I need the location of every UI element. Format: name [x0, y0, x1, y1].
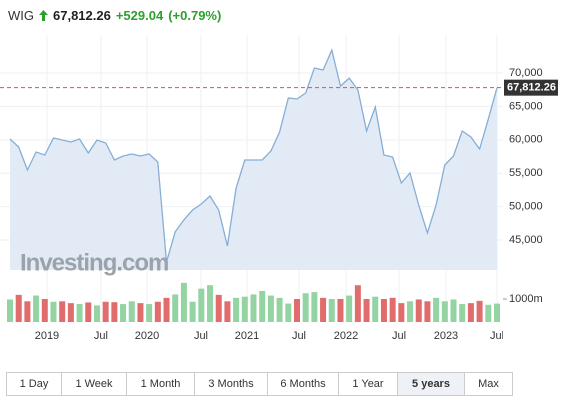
volume-bar — [120, 304, 127, 322]
x-tick-label: Jul — [194, 330, 208, 342]
y-tick-label: 70,000 — [509, 67, 543, 79]
last-price-label: 67,812.26 — [507, 82, 556, 94]
range-button[interactable]: 5 years — [397, 372, 465, 396]
volume-bar — [259, 290, 266, 322]
x-tick-label: 2019 — [35, 330, 59, 342]
volume-bar — [215, 294, 222, 322]
volume-bar — [459, 304, 466, 322]
volume-bar — [50, 301, 57, 322]
chart: 2019 Jul 2020 Jul 2021 Jul 2022 Jul 2023 Jul 45,00… — [0, 35, 558, 342]
price: 67,812.26 — [53, 8, 111, 23]
volume-bar — [311, 292, 318, 322]
volume-bar — [441, 301, 448, 322]
y-tick-label: 60,000 — [509, 134, 543, 146]
volume-bar — [102, 301, 109, 322]
volume-bar — [380, 299, 387, 322]
volume-bar — [433, 297, 440, 322]
volume-bar — [415, 299, 422, 322]
volume-bar — [328, 299, 335, 322]
x-tick-label: Jul — [292, 330, 306, 342]
y-tick-label: 45,000 — [509, 234, 543, 246]
x-tick-label: Jul — [490, 330, 504, 342]
volume-bar — [241, 296, 248, 322]
volume-bar — [154, 301, 161, 322]
volume-bar — [494, 303, 500, 322]
volume-bar — [224, 301, 231, 322]
up-arrow — [39, 10, 48, 21]
volume-bar — [85, 302, 92, 322]
y-tick-label: 50,000 — [509, 200, 543, 212]
x-tick-label: 2021 — [235, 330, 259, 342]
volume-bar — [76, 304, 83, 322]
volume-bar — [172, 294, 179, 322]
range-button[interactable]: 1 Year — [338, 372, 398, 396]
volume-bar — [337, 299, 344, 322]
range-button[interactable]: 3 Months — [194, 372, 268, 396]
range-selector: 1 Day 1 Week 1 Month 3 Months 6 Months 1 Year… — [6, 372, 513, 396]
range-button[interactable]: 1 Day — [6, 372, 62, 396]
volume-bar — [67, 303, 74, 322]
change-percent: (+0.79%) — [168, 8, 222, 23]
watermark: Investing.com — [20, 249, 168, 276]
x-tick-label: 2023 — [434, 330, 458, 342]
price-line — [9, 48, 498, 263]
volume-bar — [485, 304, 492, 322]
volume-bar — [398, 303, 405, 322]
x-tick-label: Jul — [392, 330, 406, 342]
volume-bar — [59, 301, 66, 322]
volume-bar — [111, 302, 118, 322]
header: WIG 67,812.26 +529.04 (+0.79%) — [8, 8, 221, 23]
volume-bar — [41, 299, 48, 322]
symbol: WIG — [8, 8, 34, 23]
volume-bar — [320, 297, 327, 322]
volume-bar — [7, 299, 13, 322]
volume-bar — [372, 296, 379, 322]
volume-bar — [389, 297, 396, 322]
volume-bar — [407, 301, 414, 322]
last-price-tag — [504, 79, 558, 96]
volume-bar — [207, 285, 214, 322]
volume-bar — [33, 295, 40, 322]
volume-bar — [302, 293, 309, 322]
volume-bar — [467, 303, 474, 322]
volume-bar — [180, 282, 187, 322]
volume-bar — [233, 297, 240, 322]
volume-bar — [285, 303, 292, 322]
volume-bar — [476, 300, 483, 322]
volume-bar — [15, 294, 22, 322]
y-tick-label: 65,000 — [509, 100, 543, 112]
y-tick-label: 55,000 — [509, 167, 543, 179]
plot: 2019 Jul 2020 Jul 2021 Jul 2022 Jul 2023 Jul — [0, 35, 504, 342]
volume-bar — [198, 288, 205, 322]
range-button[interactable]: 1 Week — [61, 372, 127, 396]
volume-bar — [24, 301, 31, 322]
volume-bar — [346, 295, 353, 322]
volume-bar — [137, 303, 144, 322]
volume-bar — [450, 299, 457, 322]
volume-bar — [276, 297, 283, 322]
range-button[interactable]: 6 Months — [267, 372, 339, 396]
volume-bar — [267, 295, 274, 322]
volume-bar — [424, 301, 431, 322]
volume-bar — [354, 285, 361, 322]
volume-bar — [189, 301, 196, 322]
volume-bar — [163, 297, 170, 322]
x-tick-label: 2020 — [135, 330, 159, 342]
range-button[interactable]: 1 Month — [126, 372, 195, 396]
volume-bar — [293, 299, 300, 322]
volume-tick-label: 1000m — [509, 293, 543, 305]
x-tick-label: 2022 — [334, 330, 358, 342]
volume-bar — [146, 304, 153, 322]
volume-bar — [128, 301, 135, 322]
volume-bar — [363, 299, 370, 322]
change: +529.04 — [115, 8, 164, 23]
x-tick-label: Jul — [94, 330, 108, 342]
volume-bar — [250, 294, 257, 322]
volume-bar — [93, 305, 100, 322]
range-button[interactable]: Max — [464, 372, 513, 396]
